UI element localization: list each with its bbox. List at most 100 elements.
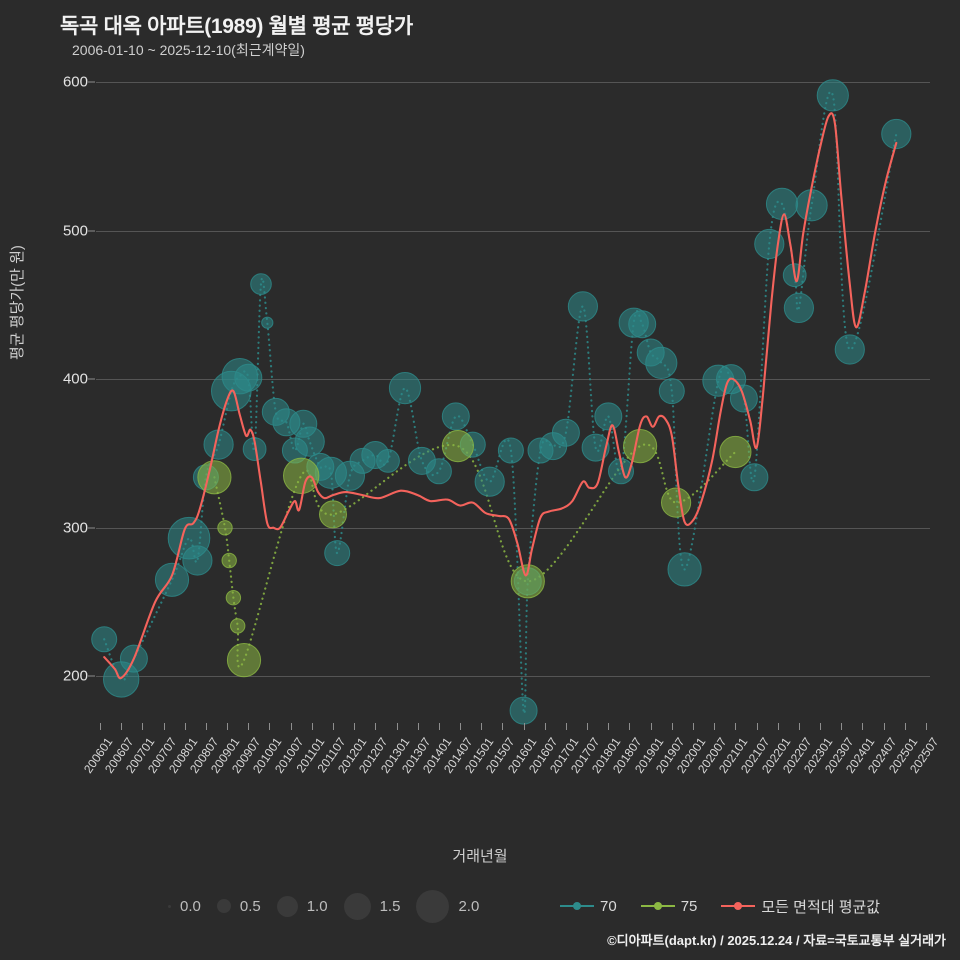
x-axis-tick (862, 723, 864, 730)
data-point[interactable] (261, 316, 274, 329)
size-legend-item: 2.0 (416, 889, 495, 923)
x-axis-tick (481, 723, 483, 730)
x-axis-tick (332, 723, 334, 730)
size-legend-bubble (416, 889, 450, 923)
series-line-average[interactable] (103, 112, 898, 680)
y-axis-tick (88, 527, 95, 529)
legend-item-75[interactable]: 75 (640, 898, 697, 915)
data-point[interactable] (221, 552, 237, 569)
x-axis-tick (544, 723, 546, 730)
x-axis-tick (926, 723, 927, 730)
x-axis-tick (417, 723, 419, 730)
x-axis-tick (269, 723, 271, 730)
x-axis-tick (904, 723, 906, 730)
data-point[interactable] (816, 79, 849, 112)
data-point[interactable] (388, 372, 422, 405)
x-axis-tick (820, 723, 822, 730)
data-point[interactable] (294, 426, 325, 457)
series-legend: 70 75 모든 면적대 평균값 (560, 886, 896, 926)
data-point[interactable] (474, 466, 505, 497)
page-title: 독곡 대옥 아파트(1989) 월별 평균 평당가 (60, 15, 413, 38)
x-axis-tick (756, 723, 758, 730)
legend-swatch (560, 899, 594, 913)
data-point[interactable] (324, 540, 351, 567)
gridline (96, 379, 930, 381)
x-axis-tick (693, 723, 695, 730)
data-point[interactable] (441, 402, 470, 431)
x-axis-tick (777, 723, 779, 730)
size-legend-bubble (276, 895, 298, 917)
data-point[interactable] (661, 487, 692, 518)
data-point[interactable] (230, 618, 246, 634)
series-bubbles-70[interactable] (91, 79, 912, 725)
data-point[interactable] (197, 460, 232, 495)
x-axis-tick (587, 723, 589, 730)
data-point[interactable] (551, 418, 580, 447)
size-legend-bubble (216, 899, 231, 913)
data-point[interactable] (225, 590, 242, 606)
x-axis-tick (798, 723, 800, 730)
data-point[interactable] (319, 500, 347, 529)
data-point[interactable] (234, 363, 263, 392)
data-point[interactable] (567, 291, 598, 322)
data-point[interactable] (217, 520, 233, 536)
x-axis-tick (438, 723, 440, 730)
legend-item-70[interactable]: 70 (560, 898, 617, 915)
data-point[interactable] (509, 696, 538, 725)
y-axis-tick (88, 675, 95, 677)
data-point[interactable] (594, 402, 623, 431)
data-point[interactable] (783, 292, 815, 323)
data-point[interactable] (623, 429, 658, 464)
size-legend-label: 0.0 (180, 897, 201, 915)
y-axis-tick-label: 300 (62, 519, 88, 537)
data-point[interactable] (250, 273, 272, 295)
legend-item-모든 면적대 평균값[interactable]: 모든 면적대 평균값 (721, 896, 880, 917)
x-axis-tick (290, 723, 292, 730)
size-legend-label: 1.0 (306, 897, 328, 915)
y-axis-tick (88, 378, 95, 380)
data-point[interactable] (834, 334, 865, 365)
data-point[interactable] (667, 552, 702, 587)
data-point[interactable] (719, 435, 752, 469)
data-point[interactable] (581, 433, 610, 462)
data-point[interactable] (795, 189, 828, 222)
data-point[interactable] (91, 626, 118, 653)
data-point[interactable] (497, 437, 524, 464)
x-axis-tick (883, 723, 885, 730)
data-point[interactable] (425, 458, 452, 485)
x-axis-tick (629, 723, 631, 730)
y-axis-tick-label: 500 (62, 222, 88, 240)
data-point[interactable] (226, 643, 262, 678)
x-axis-labels: 200601 200607 200701 200707 200801 200807 2009… (81, 723, 941, 823)
x-axis-tick (608, 723, 610, 730)
gridline (96, 230, 930, 232)
gridline (96, 676, 930, 678)
size-legend-label: 0.5 (239, 897, 261, 915)
y-axis-tick (88, 81, 95, 83)
footer-credit: ©디아파트(dapt.kr) / 2025.12.24 / 자료=국토교통부 실… (607, 933, 946, 948)
chart-legend: 0.0 0.5 1.0 1.5 2.0 70 75 모든 면적대 평균값 (0, 886, 960, 926)
data-point[interactable] (881, 118, 912, 150)
data-point[interactable] (376, 449, 400, 473)
x-axis-tick (248, 723, 250, 730)
size-legend-bubble (168, 904, 171, 908)
x-axis-tick (142, 723, 144, 730)
data-point[interactable] (765, 187, 799, 221)
data-point[interactable] (658, 378, 685, 405)
x-axis-tick (650, 723, 652, 730)
data-point[interactable] (283, 457, 320, 494)
legend-swatch (640, 899, 675, 913)
data-point[interactable] (203, 429, 234, 460)
data-point[interactable] (740, 463, 769, 492)
series-bubbles-75[interactable] (197, 429, 752, 678)
x-axis-tick (565, 723, 567, 730)
data-point[interactable] (182, 545, 213, 576)
x-axis-tick (396, 723, 398, 730)
data-point[interactable] (510, 564, 545, 599)
data-point[interactable] (645, 346, 678, 379)
data-point[interactable] (628, 310, 657, 339)
data-point[interactable] (441, 430, 474, 463)
y-axis-tick-label: 600 (62, 73, 88, 91)
x-axis-tick (227, 723, 229, 730)
